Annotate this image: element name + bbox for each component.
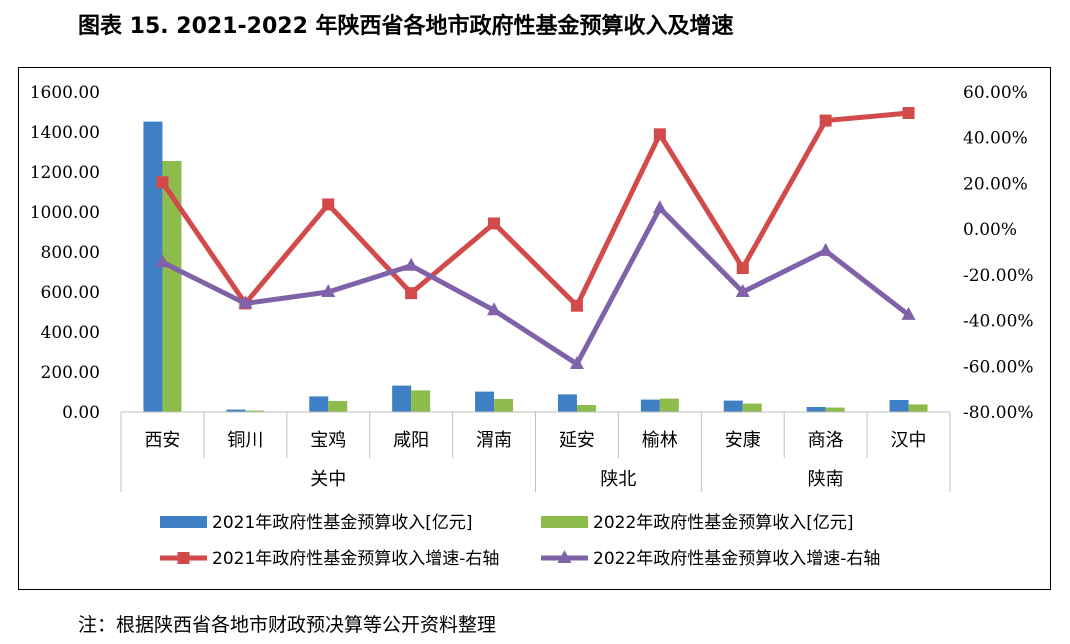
left-tick-label: 1000.00 <box>30 203 100 223</box>
bar-2022 <box>328 401 348 412</box>
category-label: 宝鸡 <box>310 430 346 451</box>
bar-2022 <box>659 398 679 412</box>
bar-2021 <box>640 399 660 412</box>
bar-2022 <box>576 405 596 412</box>
bar-series <box>143 121 928 412</box>
right-tick-label: -80.00% <box>963 403 1034 423</box>
legend-label: 2021年政府性基金预算收入[亿元] <box>212 513 473 533</box>
growth-2022-point <box>818 242 833 256</box>
bar-2022 <box>411 390 431 412</box>
right-tick-label: 40.00% <box>963 129 1028 149</box>
bar-2022 <box>825 407 845 412</box>
growth-2022-point <box>155 254 170 268</box>
legend-swatch <box>541 516 588 528</box>
bar-2022 <box>742 403 762 412</box>
bar-2022 <box>162 161 182 412</box>
growth-2021-point <box>736 262 749 274</box>
bar-2022 <box>908 404 928 412</box>
line-series <box>155 107 916 369</box>
growth-2021-point <box>653 128 666 141</box>
chart-frame <box>18 67 1051 590</box>
growth-2022-point <box>238 295 253 309</box>
growth-2022-point <box>652 200 667 214</box>
bar-2021 <box>806 407 826 412</box>
growth-2022-point <box>569 356 584 369</box>
growth-2022-point <box>901 306 916 320</box>
left-tick-label: 800.00 <box>41 243 100 263</box>
bar-2021 <box>143 121 163 412</box>
legend-item: 2021年政府性基金预算收入[亿元] <box>160 513 473 533</box>
growth-2021-point <box>902 107 915 120</box>
group-label: 陕南 <box>808 469 844 490</box>
growth-2022-point <box>735 284 750 297</box>
group-label: 陕北 <box>600 469 636 490</box>
bar-2021 <box>723 400 743 412</box>
growth-2021-point <box>405 287 418 300</box>
growth-2022-point <box>404 257 419 271</box>
growth-2022-line <box>161 205 911 367</box>
right-tick-label: -60.00% <box>963 357 1034 377</box>
category-label: 安康 <box>725 430 761 451</box>
legend-marker <box>177 552 190 564</box>
figure-title: 图表 15. 2021-2022 年陕西省各地市政府性基金预算收入及增速 <box>78 14 734 39</box>
growth-2021-point <box>570 299 583 312</box>
growth-2021-point <box>819 114 832 127</box>
bar-2021 <box>309 396 329 412</box>
right-tick-label: 20.00% <box>963 174 1028 194</box>
left-tick-label: 1400.00 <box>30 123 100 143</box>
growth-2021-point <box>156 176 169 189</box>
legend-label: 2022年政府性基金预算收入[亿元] <box>593 513 854 533</box>
right-axis: 60.00% 40.00% 20.00% 0.00% -20.00% -40.00% -60… <box>963 83 1034 423</box>
category-label: 西安 <box>144 430 180 451</box>
left-tick-label: 400.00 <box>41 323 100 343</box>
legend-item: 2022年政府性基金预算收入增速-右轴 <box>541 549 880 569</box>
right-tick-label: 60.00% <box>963 83 1028 103</box>
source-note: 注：根据陕西省各地市财政预决算等公开资料整理 <box>78 614 497 636</box>
left-tick-label: 600.00 <box>41 283 100 303</box>
growth-2021-point <box>322 198 335 211</box>
right-tick-label: 0.00% <box>963 220 1017 240</box>
legend-item: 2022年政府性基金预算收入[亿元] <box>541 513 854 533</box>
legend-label: 2021年政府性基金预算收入增速-右轴 <box>212 549 499 569</box>
left-tick-label: 200.00 <box>41 363 100 383</box>
bar-2021 <box>557 394 577 412</box>
category-label: 渭南 <box>476 430 512 451</box>
bar-2021 <box>226 409 246 412</box>
growth-2021-point <box>488 217 501 230</box>
left-tick-label: 0.00 <box>62 403 100 423</box>
bar-2021 <box>889 400 909 412</box>
legend-marker <box>557 550 572 563</box>
right-tick-label: -40.00% <box>963 312 1034 332</box>
category-label: 汉中 <box>891 430 927 451</box>
group-label: 关中 <box>310 469 346 490</box>
bar-2021 <box>475 391 495 412</box>
legend-label: 2022年政府性基金预算收入增速-右轴 <box>593 549 880 569</box>
category-label: 铜川 <box>227 430 263 451</box>
legend: 2021年政府性基金预算收入[亿元] 2022年政府性基金预算收入[亿元] 2021… <box>160 513 880 569</box>
left-tick-label: 1200.00 <box>30 163 100 183</box>
category-label: 延安 <box>559 430 595 451</box>
category-axis <box>120 411 951 492</box>
growth-2022-point <box>487 302 502 316</box>
left-tick-label: 1600.00 <box>30 83 100 103</box>
legend-item: 2021年政府性基金预算收入增速-右轴 <box>160 549 499 569</box>
left-axis: 1600.00 1400.00 1200.00 1000.00 800.00 600.00… <box>30 83 100 423</box>
category-label: 咸阳 <box>393 430 429 451</box>
growth-2021-line <box>160 110 909 309</box>
bar-2022 <box>245 410 265 412</box>
legend-swatch <box>160 516 207 528</box>
category-label: 榆林 <box>642 430 678 451</box>
right-tick-label: -20.00% <box>963 266 1034 286</box>
bar-2022 <box>494 399 514 412</box>
growth-2022-point <box>321 284 336 297</box>
bar-2021 <box>392 385 412 412</box>
category-label: 商洛 <box>808 430 844 451</box>
